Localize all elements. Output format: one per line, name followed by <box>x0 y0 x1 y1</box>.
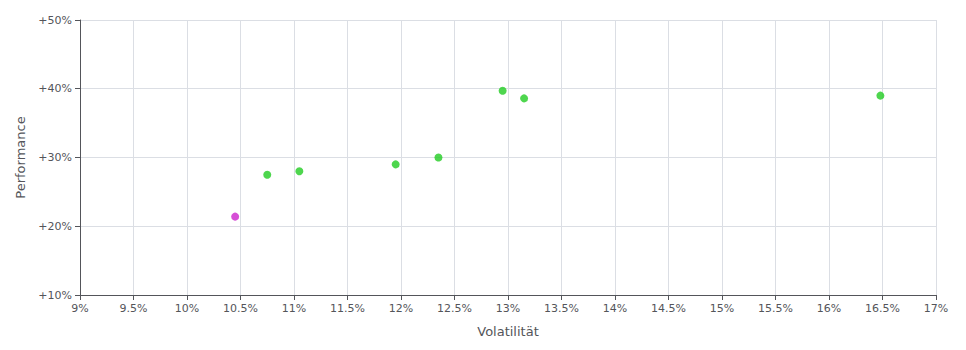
svg-text:16.5%: 16.5% <box>865 302 900 315</box>
svg-text:13%: 13% <box>496 302 520 315</box>
svg-text:10%: 10% <box>175 302 199 315</box>
svg-text:+50%: +50% <box>38 14 72 27</box>
svg-text:9.5%: 9.5% <box>120 302 148 315</box>
svg-text:Performance: Performance <box>13 116 28 198</box>
svg-text:15%: 15% <box>710 302 734 315</box>
svg-text:+30%: +30% <box>38 151 72 164</box>
svg-text:14.5%: 14.5% <box>651 302 686 315</box>
svg-text:12.5%: 12.5% <box>437 302 472 315</box>
svg-text:14%: 14% <box>603 302 627 315</box>
svg-text:17%: 17% <box>924 302 948 315</box>
svg-text:11%: 11% <box>282 302 306 315</box>
svg-text:+40%: +40% <box>38 82 72 95</box>
svg-text:11.5%: 11.5% <box>330 302 365 315</box>
svg-text:16%: 16% <box>817 302 841 315</box>
svg-text:+20%: +20% <box>38 220 72 233</box>
svg-text:9%: 9% <box>71 302 88 315</box>
svg-text:13.5%: 13.5% <box>544 302 579 315</box>
svg-text:10.5%: 10.5% <box>223 302 258 315</box>
svg-text:15.5%: 15.5% <box>758 302 793 315</box>
svg-text:+10%: +10% <box>38 289 72 302</box>
svg-text:12%: 12% <box>389 302 413 315</box>
svg-text:Volatilität: Volatilität <box>477 324 539 339</box>
